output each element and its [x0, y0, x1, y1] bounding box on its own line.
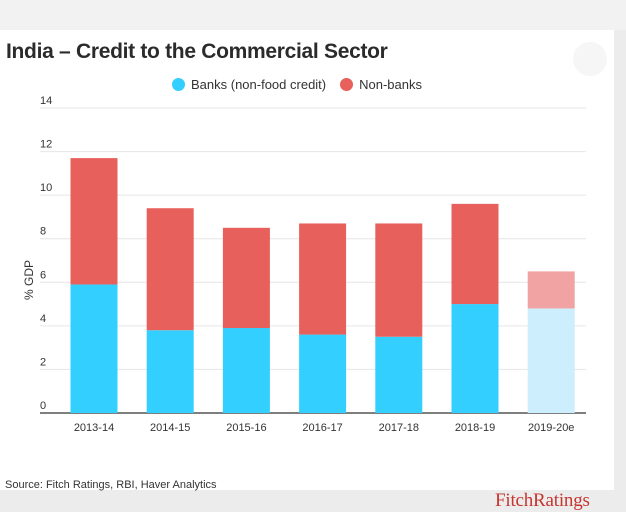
chart-title: India – Credit to the Commercial Sector	[6, 40, 388, 63]
chart-legend: Banks (non-food credit) Non-banks	[172, 75, 422, 93]
x-tick-label: 2019-20e	[528, 422, 575, 434]
top-bar	[0, 0, 626, 30]
x-tick-label: 2013-14	[74, 422, 114, 434]
bar-banks-2018-19	[451, 304, 499, 413]
y-tick-label: 0	[40, 400, 46, 412]
bar-nonbanks-2016-17	[299, 223, 347, 335]
source-note: Source: Fitch Ratings, RBI, Haver Analyt…	[5, 479, 217, 491]
bar-nonbanks-2017-18	[375, 223, 423, 337]
y-tick-label: 12	[40, 139, 52, 151]
legend-item-banks: Banks (non-food credit)	[172, 77, 326, 92]
y-tick-label: 6	[40, 269, 46, 281]
bar-banks-2017-18	[375, 336, 423, 413]
bar-banks-2019-20e	[527, 308, 575, 413]
bar-banks-2013-14	[70, 284, 118, 413]
legend-label-banks: Banks (non-food credit)	[191, 76, 327, 92]
x-tick-label: 2017-18	[379, 422, 419, 434]
x-tick-label: 2014-15	[150, 422, 190, 434]
y-tick-label: 4	[40, 313, 46, 325]
y-tick-label: 8	[40, 226, 46, 238]
y-tick-label: 14	[40, 95, 52, 107]
bars	[70, 158, 575, 413]
bar-nonbanks-2015-16	[222, 227, 270, 329]
x-tick-label: 2018-19	[455, 422, 495, 434]
legend-swatch-nonbanks	[340, 77, 354, 91]
x-axis-ticks: 2013-14 2014-15 2015-16 2016-17 2017-18 2018-…	[74, 422, 575, 434]
bar-nonbanks-2013-14	[70, 158, 118, 285]
y-tick-label: 2	[40, 356, 46, 368]
bar-nonbanks-2019-20e	[527, 271, 575, 309]
y-axis-ticks: 0 2 4 6 8 10 12 14	[40, 95, 52, 412]
bar-nonbanks-2014-15	[146, 208, 194, 331]
legend-swatch-banks	[172, 77, 185, 91]
x-tick-label: 2015-16	[226, 422, 266, 434]
corner-badge	[573, 42, 607, 76]
legend-label-nonbanks: Non-banks	[359, 76, 422, 92]
bar-banks-2014-15	[146, 330, 194, 413]
stacked-bar-chart: 0 2 4 6 8 10 12 14 2013-14 2014-15 2015-16 2016-17…	[22, 95, 586, 434]
legend-item-nonbanks: Non-banks	[340, 77, 422, 92]
brand-logo: FitchRatings	[495, 490, 590, 511]
bar-nonbanks-2018-19	[451, 203, 499, 305]
bar-banks-2016-17	[299, 334, 347, 413]
y-tick-label: 10	[40, 182, 52, 194]
x-tick-label: 2016-17	[302, 422, 342, 434]
bar-banks-2015-16	[222, 328, 270, 413]
y-axis-label: % GDP	[22, 260, 36, 300]
